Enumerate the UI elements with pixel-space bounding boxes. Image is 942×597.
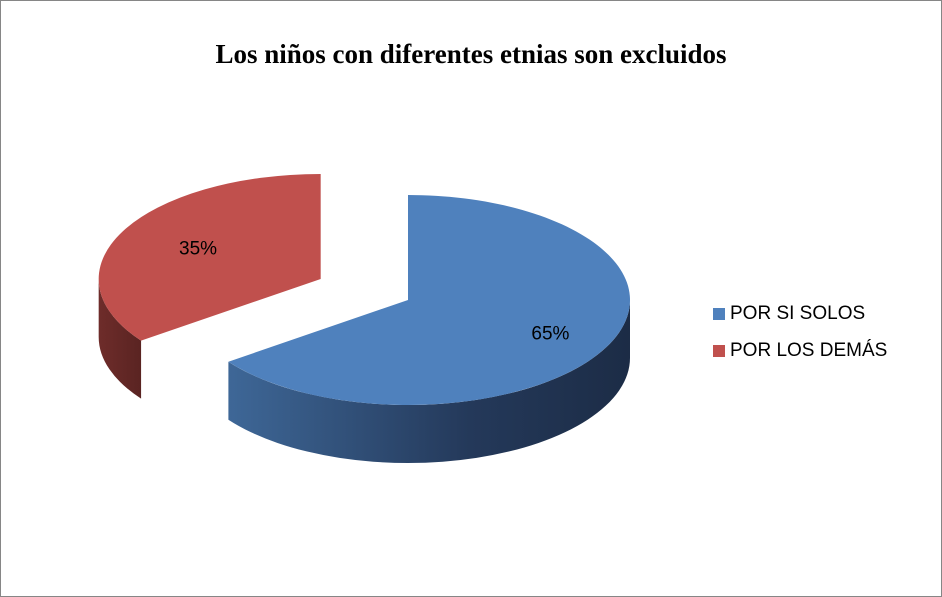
chart-title: Los niños con diferentes etnias son excl… [215,39,726,69]
pie-slice: 35% [98,173,321,399]
legend-label: POR SI SOLOS [730,303,865,324]
data-label: 35% [179,238,217,259]
slice-side [228,300,630,464]
slice-top [98,173,321,341]
data-label: 65% [531,323,569,344]
legend-swatch [713,308,725,320]
legend-swatch [713,345,725,357]
pie-slice: 65% [228,195,630,464]
slice-side [98,278,142,399]
slice-top [228,195,630,405]
legend-label: POR LOS DEMÁS [730,340,887,361]
